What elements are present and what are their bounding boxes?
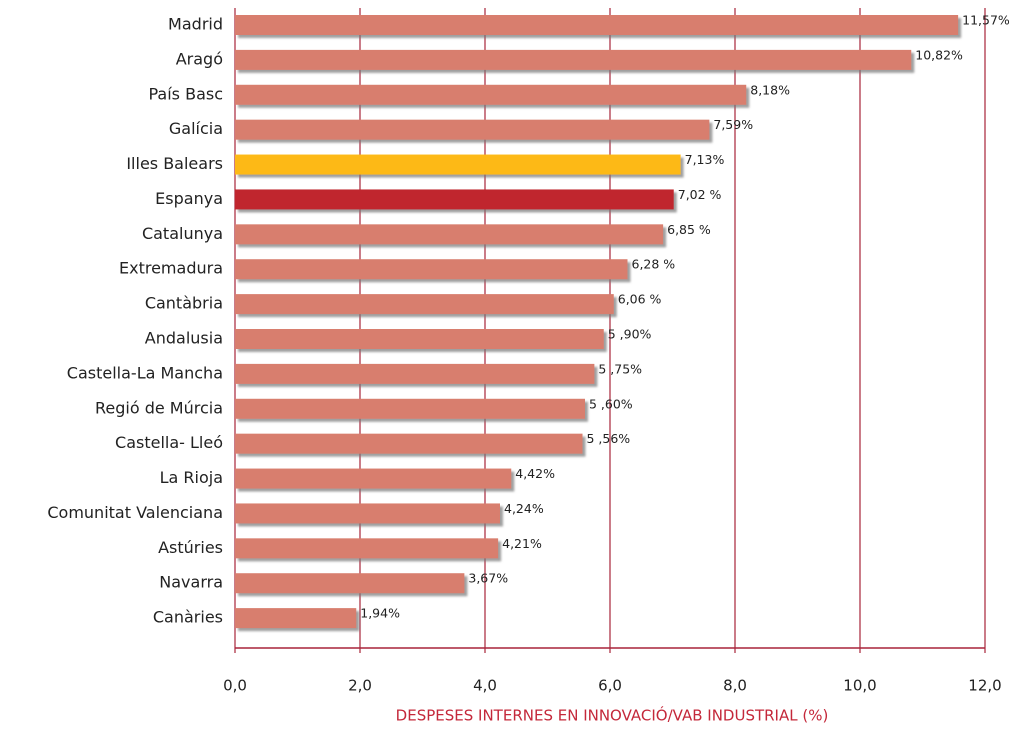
bar [235, 538, 499, 559]
value-label: 4,24% [504, 501, 544, 516]
bar [235, 433, 583, 454]
y-tick-label: Castella-La Mancha [67, 363, 223, 382]
value-label: 1,94% [360, 606, 400, 621]
value-label: 11,57% [962, 13, 1010, 28]
bar [235, 154, 681, 175]
value-label: 6,28 % [632, 257, 676, 272]
value-label: 7,13% [685, 152, 725, 167]
value-label: 6,06 % [618, 292, 662, 307]
y-tick-label: Canàries [153, 608, 223, 627]
value-label: 8,18% [750, 82, 790, 97]
bar [235, 49, 912, 70]
bar [235, 363, 595, 384]
y-tick-label: Illes Balears [126, 154, 223, 173]
bar [235, 503, 500, 524]
bar [235, 15, 959, 35]
bar [235, 329, 604, 349]
x-tick-label: 8,0 [723, 677, 747, 695]
bar [235, 573, 465, 594]
bar [235, 608, 357, 629]
y-tick-label: Galícia [169, 119, 223, 138]
value-label: 4,21% [502, 536, 542, 551]
bar [235, 189, 674, 210]
value-label: 5 ,56% [587, 431, 631, 446]
y-tick-label: Catalunya [142, 224, 223, 243]
bar [235, 259, 628, 280]
value-label: 3,67% [468, 571, 508, 586]
y-tick-label: Comunitat Valenciana [47, 503, 223, 522]
x-tick-label: 10,0 [843, 677, 876, 695]
y-tick-label: Madrid [168, 15, 223, 34]
y-tick-label: Navarra [159, 573, 223, 592]
y-tick-label: Astúries [158, 538, 223, 557]
value-label: 7,59% [713, 117, 753, 132]
bar [235, 294, 614, 315]
bar [235, 468, 512, 489]
value-label: 5 ,75% [598, 361, 642, 376]
y-tick-label: Aragó [176, 49, 223, 68]
y-tick-label: La Rioja [160, 468, 223, 487]
value-label: 5 ,90% [608, 327, 652, 342]
value-label: 4,42% [515, 466, 555, 481]
bar [235, 224, 664, 245]
x-tick-label: 12,0 [968, 677, 1001, 695]
bar [235, 84, 747, 105]
y-tick-label: Extremadura [119, 259, 223, 278]
value-label: 5 ,60% [589, 396, 633, 411]
bar [235, 398, 585, 419]
y-tick-label: Cantàbria [145, 294, 223, 313]
x-tick-label: 6,0 [598, 677, 622, 695]
value-label: 6,85 % [667, 222, 711, 237]
value-label: 10,82% [915, 47, 963, 62]
y-tick-label: Castella- Lleó [115, 433, 223, 452]
y-tick-label: Espanya [155, 189, 223, 208]
y-tick-label: Regió de Múrcia [95, 398, 223, 417]
bar [235, 119, 710, 140]
value-label: 7,02 % [678, 187, 722, 202]
y-tick-label: País Basc [148, 84, 223, 103]
x-tick-label: 0,0 [223, 677, 247, 695]
x-axis-title: DESPESES INTERNES EN INNOVACIÓ/VAB INDUS… [396, 706, 829, 725]
y-tick-label: Andalusia [145, 329, 223, 348]
x-tick-label: 4,0 [473, 677, 497, 695]
x-tick-label: 2,0 [348, 677, 372, 695]
